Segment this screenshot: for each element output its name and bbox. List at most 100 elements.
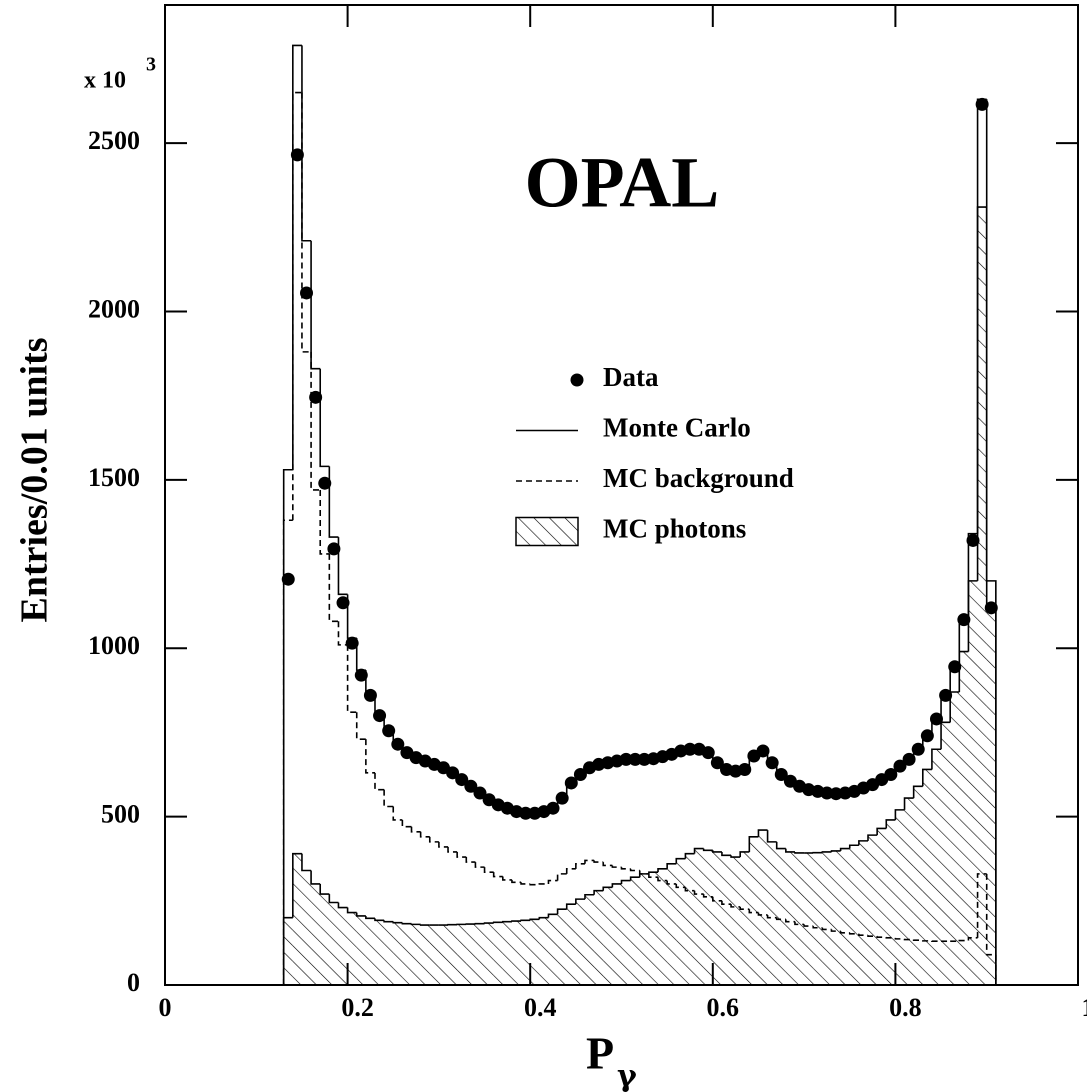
mc-background-step <box>894 937 905 940</box>
data-point <box>957 613 971 627</box>
mc-photons-bar <box>840 848 850 985</box>
mc-photons-step <box>328 894 339 904</box>
mc-photons-step <box>629 876 640 881</box>
mc-background-step <box>392 806 403 821</box>
mc-background-step <box>337 621 348 646</box>
mc-photons-bar <box>393 922 403 985</box>
y-tick-label: 1500 <box>88 463 140 492</box>
mc-photons-bar <box>575 899 585 985</box>
data-point <box>345 636 359 650</box>
mc-photons-step <box>912 785 923 799</box>
mc-photons-step <box>693 847 704 854</box>
mc-photons-step <box>292 852 302 918</box>
mc-photons-bar <box>557 909 567 985</box>
mc-photons-step <box>730 855 741 858</box>
mc-photons-step <box>584 893 595 900</box>
data-point <box>573 768 587 782</box>
mc-background-step <box>675 883 686 889</box>
mc-photons-step <box>794 851 805 854</box>
mc-photons-step <box>721 851 732 857</box>
mc-background-step <box>547 879 558 884</box>
mc-photons-bar <box>712 851 722 985</box>
mc-photons-bar <box>785 851 795 985</box>
mc-photons-step <box>502 920 512 923</box>
data-point <box>336 596 350 610</box>
mc-photons-step <box>310 870 321 885</box>
mc-photons-bar <box>886 819 896 985</box>
x-tick-label: 0.8 <box>889 993 922 1022</box>
mc-background-step <box>538 883 549 885</box>
mc-photons-bar <box>858 840 869 985</box>
mc-photons-bar <box>374 920 385 985</box>
mc-background-step <box>328 553 339 623</box>
mc-photons-step <box>830 850 841 852</box>
data-point <box>756 744 770 758</box>
mc-photons-bar <box>493 922 503 985</box>
mc-photons-bar <box>721 855 732 985</box>
mc-background-step <box>821 927 832 931</box>
mc-background-step <box>684 887 695 892</box>
mc-background-step <box>602 862 613 867</box>
mc-photons-bar <box>959 651 969 985</box>
mc-photons-bar <box>511 921 522 985</box>
mc-photons-step <box>876 827 887 836</box>
mc-photons-bar <box>502 921 512 985</box>
mc-photons-step <box>575 898 585 905</box>
x-tick-label: 0.6 <box>707 993 740 1022</box>
mc-background-step <box>876 936 887 938</box>
mc-photons-bar <box>804 852 814 985</box>
x-axis-label: P <box>586 1028 614 1079</box>
data-point <box>455 773 469 787</box>
mc-photons-bar <box>877 828 887 985</box>
mc-photons-bar <box>329 902 339 985</box>
mc-background-step <box>620 867 631 870</box>
mc-photons-bar <box>703 850 713 985</box>
legend-label: Monte Carlo <box>603 413 751 443</box>
mc-photons-step <box>657 868 668 873</box>
data-point <box>300 286 314 300</box>
mc-background-step <box>529 883 540 886</box>
mc-photons-bar <box>521 920 531 985</box>
data-point <box>920 729 934 743</box>
y-multiplier: x 10 <box>84 68 126 94</box>
mc-photons-bar <box>292 853 302 985</box>
data-point <box>382 724 396 738</box>
mc-photons-bar <box>822 851 832 985</box>
mc-background-step <box>428 836 439 843</box>
mc-photons-step <box>301 853 312 872</box>
data-point <box>884 768 898 782</box>
mc-photons-bar <box>758 830 768 985</box>
x-tick-label: 0 <box>159 993 172 1022</box>
mc-background-step <box>748 909 759 914</box>
mc-photons-step <box>538 916 549 920</box>
mc-photons-step <box>511 920 522 922</box>
data-point <box>929 712 943 726</box>
mc-background-step <box>419 831 430 838</box>
mc-photons-bar <box>548 914 558 985</box>
mc-photons-bar <box>977 207 987 985</box>
mc-background-step <box>730 904 741 908</box>
mc-background-step <box>757 912 768 916</box>
mc-background-step <box>474 862 485 868</box>
y-tick-label: 2500 <box>88 126 140 155</box>
mc-photons-bar <box>694 848 704 985</box>
mc-photons-bar <box>968 580 978 985</box>
mc-background-step <box>976 873 987 938</box>
mc-photons-step <box>748 836 759 852</box>
mc-photons-step <box>894 809 905 820</box>
mc-photons-step <box>383 920 394 923</box>
mc-background-step <box>456 851 467 858</box>
mc-photons-bar <box>749 836 759 985</box>
mc-total-step <box>310 240 321 370</box>
mc-background-step <box>702 894 713 898</box>
data-point <box>546 801 560 815</box>
legend-label: MC background <box>603 463 794 493</box>
mc-photons-bar <box>986 607 996 985</box>
mc-background-step <box>739 906 750 911</box>
data-point <box>710 756 724 770</box>
data-point <box>519 806 533 820</box>
mc-photons-bar <box>639 873 649 985</box>
mc-photons-bar <box>676 858 686 985</box>
x-tick-label: 1 <box>1082 993 1087 1022</box>
mc-photons-bar <box>612 883 622 985</box>
